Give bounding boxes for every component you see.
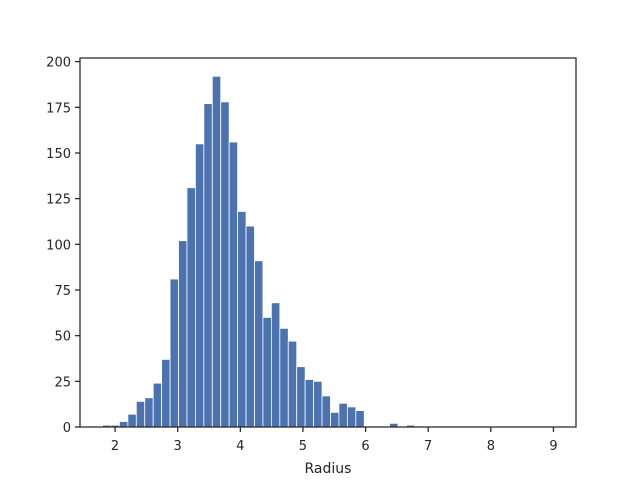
histogram-bar — [313, 380, 323, 428]
y-tick-label: 150 — [46, 147, 71, 162]
y-tick-label: 0 — [63, 421, 71, 436]
x-axis-label: Radius — [305, 461, 352, 477]
histogram-bar — [338, 402, 348, 428]
histogram-bar — [169, 278, 179, 428]
y-axis-ticks: 0 25 50 75 100 125 150 175 200 — [46, 56, 80, 436]
histogram-bar — [161, 359, 171, 428]
y-tick-label: 175 — [46, 101, 71, 116]
histogram-bar — [135, 401, 146, 428]
histogram-bar — [304, 379, 314, 428]
y-tick-label: 200 — [46, 56, 71, 71]
histogram-bar — [220, 101, 230, 428]
histogram-bar — [330, 411, 340, 428]
x-tick-label: 8 — [487, 439, 495, 454]
histogram-bar — [355, 410, 365, 428]
x-tick-label: 9 — [549, 439, 557, 454]
y-tick-label: 100 — [46, 238, 71, 253]
histogram-bar — [178, 240, 188, 428]
histogram-bar — [287, 340, 298, 428]
x-tick-label: 4 — [236, 439, 244, 454]
histogram-bar — [195, 143, 205, 428]
histogram-bar — [254, 260, 264, 428]
y-tick-label: 125 — [46, 193, 71, 208]
histogram-bar — [321, 395, 331, 428]
histogram-bar — [127, 413, 137, 428]
histogram-bar — [270, 302, 281, 428]
x-tick-label: 6 — [361, 439, 369, 454]
histogram-bar — [262, 316, 272, 428]
y-tick-label: 50 — [54, 330, 71, 345]
histogram-bar — [144, 397, 154, 428]
histogram-bar — [245, 225, 255, 428]
x-tick-label: 5 — [299, 439, 307, 454]
x-tick-label: 2 — [111, 439, 119, 454]
histogram-bar — [119, 421, 129, 428]
histogram-bar — [346, 406, 357, 428]
histogram-bar — [228, 141, 239, 428]
x-tick-label: 3 — [174, 439, 182, 454]
histogram-bar — [279, 327, 289, 428]
histogram-bar — [203, 103, 213, 428]
histogram-bar — [186, 187, 196, 428]
histogram-bar — [152, 382, 163, 428]
histogram-bar — [296, 366, 306, 428]
y-tick-label: 75 — [54, 284, 71, 299]
y-tick-label: 25 — [54, 375, 71, 390]
x-tick-label: 7 — [424, 439, 432, 454]
histogram-bar — [237, 211, 247, 428]
x-axis-ticks: 2 3 4 5 6 7 8 9 — [111, 427, 558, 454]
histogram-bars — [102, 75, 416, 428]
histogram-bar — [211, 75, 222, 428]
plot-frame — [79, 57, 577, 428]
